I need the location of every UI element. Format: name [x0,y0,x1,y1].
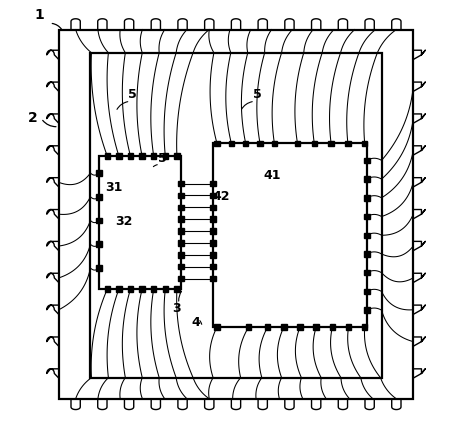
Bar [228,141,234,146]
Bar [128,153,133,159]
Bar [364,289,370,294]
Bar [329,141,334,146]
Bar [214,141,220,146]
Text: 5: 5 [158,152,167,165]
Bar [178,205,184,210]
Bar [174,153,180,159]
Bar [243,141,248,146]
Bar [210,216,216,222]
Text: 5: 5 [253,89,261,101]
Bar [246,324,252,330]
Bar [364,195,370,200]
Bar [128,286,133,292]
Bar [295,141,300,146]
Bar [96,265,101,271]
Bar [139,153,145,159]
Bar [312,141,317,146]
Bar [178,240,184,246]
Bar [210,252,216,257]
Bar [104,286,110,292]
Bar [178,193,184,198]
Bar [178,181,184,186]
Bar [362,141,368,146]
Bar [96,218,101,223]
Bar [281,324,287,330]
Bar [104,153,110,159]
Text: 1: 1 [34,8,44,22]
Bar [364,233,370,238]
Text: 3: 3 [173,302,181,314]
Bar [96,170,101,176]
Text: 41: 41 [263,169,281,181]
Bar [329,324,335,330]
Bar [178,276,184,281]
Bar [162,153,168,159]
Bar [91,53,381,378]
Bar [214,324,220,330]
Bar [265,324,270,330]
Bar [210,193,216,198]
Bar [210,276,216,281]
Bar [364,214,370,219]
Bar [162,286,168,292]
Bar [257,141,263,146]
Bar [364,270,370,276]
Bar [178,216,184,222]
Bar [313,324,319,330]
Bar [364,251,370,257]
Bar [364,157,370,163]
Text: 2: 2 [28,111,37,125]
Bar [151,153,156,159]
Bar [96,241,101,247]
Text: 4: 4 [192,316,200,329]
Bar [210,228,216,234]
Bar [346,324,351,330]
Bar [210,205,216,210]
Bar [364,176,370,182]
Bar [178,264,184,269]
Bar [59,30,413,399]
Bar [210,181,216,186]
Bar [139,286,145,292]
Bar [345,141,351,146]
Bar [297,324,303,330]
Bar [210,264,216,269]
Bar [116,153,122,159]
Text: 42: 42 [212,190,230,203]
Bar [96,194,101,200]
Bar [178,252,184,257]
Bar [210,240,216,246]
Text: 31: 31 [105,181,122,194]
Bar [213,143,367,327]
Bar [362,324,368,330]
Bar [272,141,277,146]
Text: 32: 32 [116,215,133,228]
Bar [99,156,181,289]
Bar [151,286,156,292]
Bar [116,286,122,292]
Text: 5: 5 [128,89,137,101]
Bar [364,307,370,313]
Bar [174,286,180,292]
Bar [178,228,184,234]
